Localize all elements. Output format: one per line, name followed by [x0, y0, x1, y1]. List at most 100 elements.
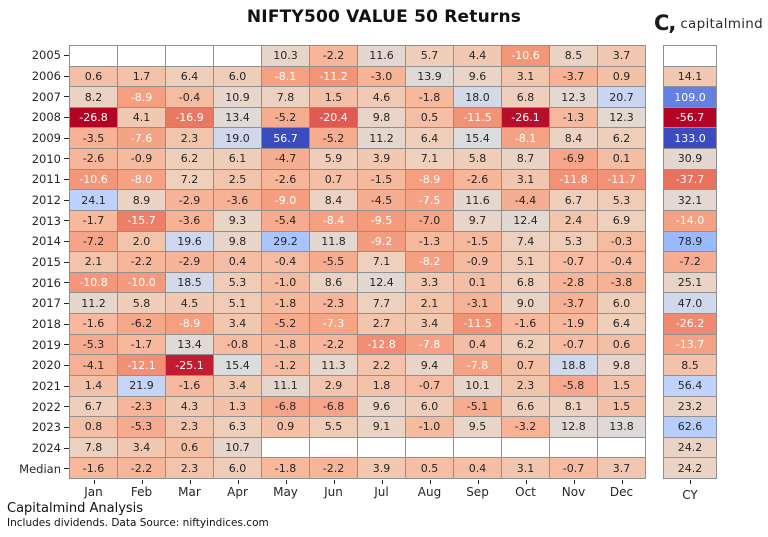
heatmap-cell: 3.4 [214, 314, 261, 334]
heatmap-cell: 0.1 [598, 149, 645, 169]
heatmap-cell: 1.5 [310, 87, 357, 107]
heatmap-cell: 11.6 [358, 46, 405, 66]
heatmap-cell: 2.1 [70, 252, 117, 272]
heatmap-cell: 11.1 [262, 375, 309, 396]
heatmap-cell: 7.1 [358, 252, 405, 272]
y-tick [64, 137, 69, 139]
heatmap-cell: -8.1 [502, 128, 549, 149]
year-label: 2005 [31, 48, 61, 63]
heatmap-cell: 8.4 [310, 190, 357, 210]
x-tick [333, 480, 335, 484]
heatmap-cell: 0.4 [214, 252, 261, 272]
heatmap-cell: 9.3 [214, 210, 261, 231]
heatmap-cell: -20.4 [310, 107, 357, 128]
heatmap-cell: 2.7 [358, 314, 405, 334]
heatmap-cell: 6.7 [70, 396, 117, 417]
heatmap-cell: -8.9 [166, 314, 213, 334]
heatmap-cell: 6.0 [214, 66, 261, 87]
heatmap-cell: 13.9 [406, 66, 453, 87]
heatmap-cell [70, 46, 117, 66]
column-label: Mar [178, 485, 201, 499]
y-tick [64, 447, 69, 449]
x-tick [621, 480, 623, 484]
column-label: Oct [515, 485, 536, 499]
heatmap-cell: -5.2 [262, 107, 309, 128]
heatmap-cell: 10.7 [214, 437, 261, 458]
heatmap-cell: 8.5 [550, 46, 597, 66]
y-tick [64, 220, 69, 222]
cy-cell: 133.0 [664, 128, 716, 149]
heatmap-cell: 5.1 [214, 293, 261, 314]
cy-cell: 109.0 [664, 87, 716, 107]
heatmap-cell: 6.8 [502, 87, 549, 107]
heatmap-cell: -1.0 [406, 417, 453, 437]
heatmap-cell: -2.9 [166, 190, 213, 210]
column-label: Feb [130, 485, 153, 499]
cy-cell: 24.2 [664, 437, 716, 458]
heatmap-cell: 11.6 [454, 190, 501, 210]
heatmap-cell: 6.6 [502, 396, 549, 417]
row-label: 2017 [0, 293, 69, 314]
heatmap-cell: 2.9 [310, 375, 357, 396]
heatmap-cell: 5.9 [310, 149, 357, 169]
heatmap-cell: 12.3 [598, 107, 645, 128]
cy-cell: 56.4 [664, 375, 716, 396]
heatmap-cell: -11.2 [310, 66, 357, 87]
heatmap-cell: -4.5 [358, 190, 405, 210]
heatmap-cell: 3.7 [598, 458, 645, 478]
heatmap-cell: 12.8 [550, 417, 597, 437]
row-label: 2018 [0, 314, 69, 335]
heatmap-cell: -3.7 [550, 293, 597, 314]
heatmap-cell: 11.3 [310, 355, 357, 375]
heatmap-cell: -0.4 [262, 252, 309, 272]
x-tick [189, 480, 191, 484]
heatmap-cell: -7.0 [406, 210, 453, 231]
heatmap-cell: 11.8 [310, 231, 357, 252]
column-label: Sep [466, 485, 489, 499]
heatmap-cell: -1.6 [70, 458, 117, 478]
y-tick [64, 54, 69, 56]
heatmap-cell: -1.5 [358, 169, 405, 190]
heatmap-cell: -3.5 [70, 128, 117, 149]
heatmap-cell: 6.3 [214, 417, 261, 437]
column-label: Jun [324, 485, 343, 499]
heatmap-cell: 3.4 [406, 314, 453, 334]
heatmap-cell: 3.3 [406, 272, 453, 293]
y-tick [64, 178, 69, 180]
row-label: 2009 [0, 128, 69, 149]
heatmap-cell: 12.3 [550, 87, 597, 107]
y-tick [64, 240, 69, 242]
year-label: 2022 [31, 399, 61, 414]
heatmap-cell: -11.7 [598, 169, 645, 190]
heatmap-cell: -2.3 [118, 396, 165, 417]
heatmap-cell: 11.2 [70, 293, 117, 314]
heatmap-cell: -8.4 [310, 210, 357, 231]
heatmap-cell: 0.6 [166, 437, 213, 458]
heatmap-cell: 0.4 [454, 334, 501, 355]
x-tick [93, 480, 95, 484]
heatmap-cell: 13.4 [214, 107, 261, 128]
row-label: 2016 [0, 272, 69, 293]
row-label: 2006 [0, 66, 69, 87]
row-label: Median [0, 458, 69, 479]
heatmap-cell: -1.6 [70, 314, 117, 334]
column-label: Jul [374, 485, 389, 499]
heatmap-cell: 9.5 [454, 417, 501, 437]
heatmap-cell: 19.0 [214, 128, 261, 149]
cy-cell: 32.1 [664, 190, 716, 210]
row-label: 2007 [0, 86, 69, 107]
heatmap-cell [166, 46, 213, 66]
heatmap-cell: -5.3 [118, 417, 165, 437]
heatmap-cell: 6.0 [406, 396, 453, 417]
heatmap-cell: 13.4 [166, 334, 213, 355]
x-tick [525, 480, 527, 484]
x-tick [141, 480, 143, 484]
heatmap-cell: 9.7 [454, 210, 501, 231]
heatmap-cell: -26.8 [70, 107, 117, 128]
monthly-returns-grid: 10.3 -2.2 11.6 5.7 4.4 -10.6 8.5 3.7 0.6 1.7 6.4 6.… [69, 45, 646, 479]
row-label: 2008 [0, 107, 69, 128]
heatmap-cell: -3.6 [214, 190, 261, 210]
column-label: Aug [417, 485, 442, 499]
heatmap-cell: 3.9 [358, 149, 405, 169]
year-label: 2012 [31, 193, 61, 208]
